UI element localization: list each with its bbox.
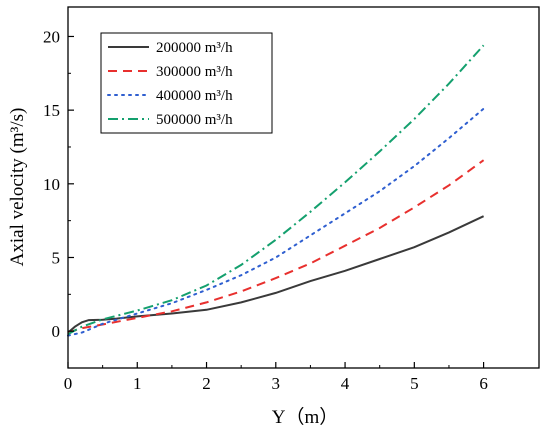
legend-box xyxy=(100,32,273,134)
y-tick-label: 0 xyxy=(52,322,61,341)
y-tick-label: 20 xyxy=(43,27,60,46)
x-axis-title: Y（m） xyxy=(272,406,339,428)
x-tick-label: 5 xyxy=(410,374,419,393)
x-tick-label: 1 xyxy=(133,374,142,393)
ticks-layer: 0 1 2 3 4 5 6 0 5 10 15 20 xyxy=(43,27,488,393)
x-tick-label: 2 xyxy=(202,374,211,393)
series-layer xyxy=(67,44,485,337)
plot-frame xyxy=(67,6,540,369)
series-line-4 xyxy=(67,44,485,335)
x-tick-label: 0 xyxy=(64,374,73,393)
legend-label-4: 500000 m³/h xyxy=(156,112,233,128)
y-tick-label: 15 xyxy=(43,101,60,120)
series-line-2 xyxy=(67,159,485,334)
x-tick-label: 3 xyxy=(272,374,281,393)
legend-label-2: 300000 m³/h xyxy=(156,64,233,80)
y-tick-label: 5 xyxy=(52,248,61,267)
legend: 200000 m³/h 300000 m³/h 400000 m³/h 500000 … xyxy=(100,32,273,134)
x-tick-label: 6 xyxy=(479,374,488,393)
series-line-1 xyxy=(67,215,485,334)
legend-label-3: 400000 m³/h xyxy=(156,88,233,104)
y-tick-label: 10 xyxy=(43,175,60,194)
x-tick-label: 4 xyxy=(341,374,350,393)
legend-label-1: 200000 m³/h xyxy=(156,40,233,56)
series-line-3 xyxy=(67,107,485,337)
y-axis-title: Axial velocity (m³/s) xyxy=(7,108,28,267)
